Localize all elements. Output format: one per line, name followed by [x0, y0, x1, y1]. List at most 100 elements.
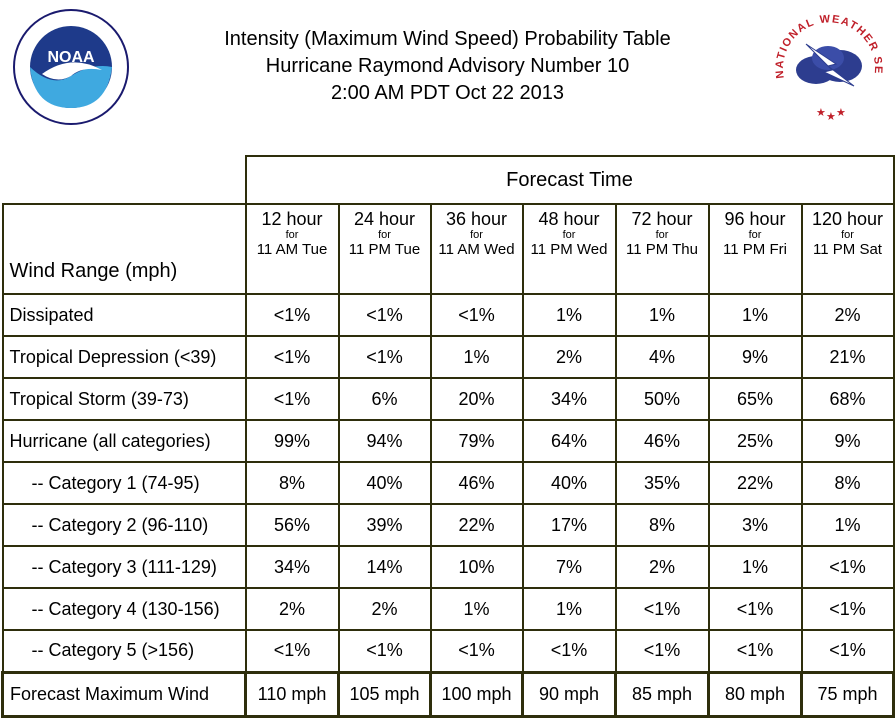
column-for: for	[562, 229, 576, 241]
column-valid-time: 11 PM Thu	[626, 241, 698, 258]
column-hours: 24 hour	[353, 209, 416, 229]
column-hours: 12 hour	[261, 209, 323, 229]
row-label: -- Category 2 (96-110)	[1, 503, 247, 547]
max-wind-row: Forecast Maximum Wind 110 mph 105 mph 100 m…	[1, 670, 895, 718]
probability-cell: 8%	[244, 461, 340, 505]
column-header-5: 96 hour for 11 PM Fri	[707, 203, 803, 295]
hurricane-row: -- Category 1 (74-95) 8% 40% 46% 40% 35% 22% 8%	[1, 461, 895, 505]
probability-cell: 25%	[707, 419, 803, 463]
probability-cell: 8%	[800, 461, 895, 505]
wind-range-header: Wind Range (mph)	[1, 203, 247, 295]
column-valid-time: 11 PM Wed	[530, 241, 608, 258]
probability-cell: <1%	[244, 377, 340, 421]
svg-text:★: ★	[816, 107, 826, 119]
row-label: Tropical Storm (39-73)	[1, 377, 247, 421]
probability-cell: 2%	[337, 587, 432, 631]
hurricane-row: Hurricane (all categories) 99% 94% 79% 64% 46…	[1, 419, 895, 463]
column-hours: 120 hour	[811, 209, 884, 229]
probability-cell: <1%	[337, 629, 432, 673]
probability-cell: 1%	[800, 503, 895, 547]
probability-cell: 40%	[521, 461, 617, 505]
column-for: for	[470, 229, 483, 241]
column-hours: 36 hour	[445, 209, 508, 229]
probability-cell: 75 mph	[800, 670, 895, 718]
column-valid-time: 11 PM Sat	[813, 241, 882, 258]
column-for: for	[285, 229, 299, 241]
hurricane-row: -- Category 3 (111-129) 34% 14% 10% 7% 2% 1% <1…	[1, 545, 895, 589]
column-for: for	[841, 229, 854, 241]
probability-cell: 80 mph	[707, 670, 803, 718]
probability-cell: 22%	[707, 461, 803, 505]
title-line-2: Hurricane Raymond Advisory Number 10	[265, 55, 630, 77]
probability-cell: 17%	[521, 503, 617, 547]
column-header-1: 24 hour for 11 PM Tue	[337, 203, 432, 295]
column-header-3: 48 hour for 11 PM Wed	[521, 203, 617, 295]
column-header-2: 36 hour for 11 AM Wed	[429, 203, 524, 295]
probability-cell: 64%	[521, 419, 617, 463]
probability-cell: 6%	[337, 377, 432, 421]
probability-cell: 85 mph	[614, 670, 710, 718]
probability-cell: <1%	[614, 587, 710, 631]
probability-cell: 1%	[707, 545, 803, 589]
probability-cell: 1%	[521, 293, 617, 337]
probability-cell: 20%	[429, 377, 524, 421]
probability-cell: 2%	[614, 545, 710, 589]
probability-cell: <1%	[800, 629, 895, 673]
probability-cell: <1%	[521, 629, 617, 673]
hurricane-row: -- Category 2 (96-110) 56% 39% 22% 17% 8% 3% 1%	[1, 503, 895, 547]
row-label: -- Category 3 (111-129)	[1, 545, 247, 589]
probability-cell: 10%	[429, 545, 524, 589]
probability-cell: 65%	[707, 377, 803, 421]
probability-cell: <1%	[337, 335, 432, 379]
column-header-row: Wind Range (mph) 12 hour for 11 AM Tue 24 h…	[1, 203, 895, 295]
column-valid-time: 11 PM Tue	[348, 241, 421, 258]
column-header-4: 72 hour for 11 PM Thu	[614, 203, 710, 295]
probability-cell: <1%	[244, 335, 340, 379]
probability-cell: 50%	[614, 377, 710, 421]
hurricane-row: -- Category 5 (>156) <1% <1% <1% <1% <1% <1% <1…	[1, 629, 895, 673]
probability-cell: 46%	[614, 419, 710, 463]
probability-cell: 2%	[800, 293, 895, 337]
probability-cell: 9%	[707, 335, 803, 379]
probability-cell: 100 mph	[429, 670, 524, 718]
probability-cell: <1%	[800, 545, 895, 589]
probability-cell: 2%	[244, 587, 340, 631]
probability-cell: 35%	[614, 461, 710, 505]
header: NOAA Intensity (Maximum Wind Speed) Prob…	[0, 0, 895, 150]
svg-text:★: ★	[826, 111, 836, 123]
column-valid-time: 11 PM Fri	[723, 241, 787, 258]
table-row: Dissipated <1% <1% <1% 1% 1% 1% 2%	[1, 293, 895, 337]
probability-cell: 40%	[337, 461, 432, 505]
probability-cell: 90 mph	[521, 670, 617, 718]
probability-cell: 56%	[244, 503, 340, 547]
row-label: Dissipated	[1, 293, 247, 337]
noaa-logo: NOAA	[13, 9, 129, 125]
column-for: for	[655, 229, 669, 241]
probability-cell: <1%	[614, 629, 710, 673]
probability-cell: 1%	[429, 587, 524, 631]
probability-cell: 1%	[429, 335, 524, 379]
column-valid-time: 11 AM Wed	[438, 241, 515, 258]
forecast-time-header: Forecast Time	[244, 155, 895, 205]
row-label: Tropical Depression (<39)	[1, 335, 247, 379]
title-line-3: 2:00 AM PDT Oct 22 2013	[330, 82, 565, 104]
svg-text:★: ★	[836, 107, 846, 119]
row-label: -- Category 5 (>156)	[1, 629, 247, 673]
probability-cell: 39%	[337, 503, 432, 547]
noaa-logo-text: NOAA	[47, 49, 95, 66]
probability-cell: <1%	[337, 293, 432, 337]
probability-cell: 34%	[244, 545, 340, 589]
column-for: for	[748, 229, 762, 241]
hurricane-row: -- Category 4 (130-156) 2% 2% 1% 1% <1% <1% <1%	[1, 587, 895, 631]
probability-cell: <1%	[244, 293, 340, 337]
probability-cell: <1%	[707, 629, 803, 673]
column-hours: 72 hour	[631, 209, 693, 229]
probability-cell: 4%	[614, 335, 710, 379]
probability-cell: 110 mph	[244, 670, 340, 718]
row-label: Forecast Maximum Wind	[1, 670, 247, 718]
column-valid-time: 11 AM Tue	[256, 241, 328, 258]
column-header-0: 12 hour for 11 AM Tue	[244, 203, 340, 295]
probability-cell: 1%	[707, 293, 803, 337]
probability-cell: 105 mph	[337, 670, 432, 718]
column-header-6: 120 hour for 11 PM Sat	[800, 203, 895, 295]
